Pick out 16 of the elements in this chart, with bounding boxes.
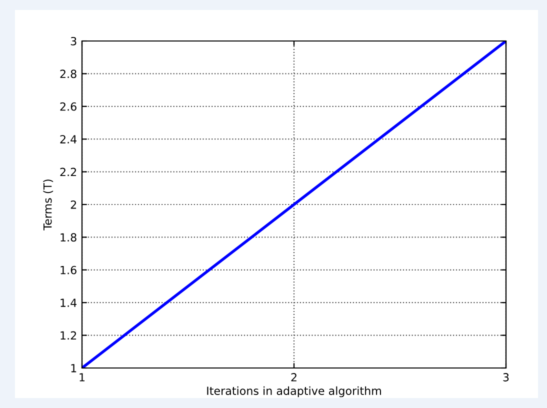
y-tick-label: 2.4 — [60, 135, 77, 144]
y-tick-label: 1.2 — [60, 331, 76, 340]
x-tick-label: 2 — [291, 373, 296, 382]
y-tick-label: 2.6 — [60, 102, 76, 111]
y-tick-label: 2 — [70, 200, 76, 209]
y-tick-label: 2.2 — [60, 168, 76, 176]
x-axis-title: Iterations in adaptive algorithm — [207, 386, 381, 398]
y-tick-label: 1.8 — [60, 233, 76, 242]
y-tick-label: 1 — [71, 364, 76, 372]
x-tick-label: 3 — [503, 373, 509, 382]
y-tick-label: 1.4 — [60, 298, 77, 307]
x-tick-label: 1 — [80, 373, 85, 382]
y-axis-title: Terms (T) — [43, 180, 54, 230]
y-tick-label: 3 — [70, 36, 76, 46]
y-tick-label: 2.8 — [60, 70, 76, 78]
y-tick-label: 1.6 — [60, 266, 76, 274]
